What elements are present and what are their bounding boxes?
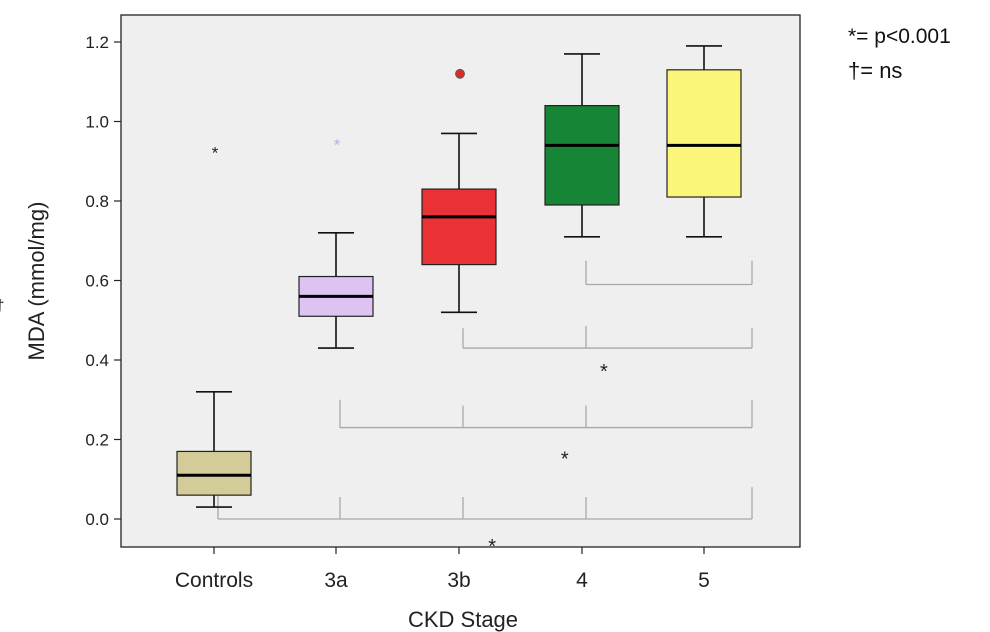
box-3b [421, 68, 497, 314]
x-axis-title: CKD Stage [408, 607, 518, 632]
significance-symbol: † [0, 297, 4, 314]
comparison-brackets: † * * * [0, 260, 753, 558]
y-tick-label: 1.2 [85, 33, 109, 52]
y-axis: 0.0 0.2 0.4 0.6 0.8 1.0 1.2 [85, 33, 121, 529]
significance-symbol: * [488, 536, 496, 558]
x-tick-label: 3b [447, 569, 470, 592]
y-tick-label: 0.4 [85, 351, 109, 370]
x-tick-label: 5 [698, 569, 710, 592]
comparison-bracket: * [462, 326, 753, 383]
y-tick-label: 1.0 [85, 113, 109, 132]
box-iqr [544, 104, 620, 206]
legend-not-significant: †= ns [848, 58, 903, 83]
box-iqr [421, 188, 497, 266]
x-tick-label: Controls [175, 569, 253, 592]
box-iqr [666, 69, 742, 198]
box-4 [544, 53, 620, 238]
legend-significant: *= p<0.001 [848, 25, 951, 48]
significance-legend: *= p<0.001 †= ns [848, 20, 951, 88]
y-tick-label: 0.6 [85, 272, 109, 291]
x-tick-label: 4 [576, 569, 588, 592]
box-5 [666, 45, 742, 238]
outlier-point: * [334, 135, 341, 154]
box-iqr [176, 450, 252, 496]
y-tick-label: 0.8 [85, 192, 109, 211]
x-axis: Controls 3a 3b 4 5 [175, 547, 710, 592]
comparison-bracket: * [217, 487, 753, 558]
comparison-bracket: * [339, 399, 753, 470]
outlier-point [455, 68, 465, 79]
box-3a: * [298, 135, 374, 349]
significance-symbol: * [561, 448, 569, 470]
x-tick-label: 3a [324, 569, 348, 592]
comparison-bracket: † [0, 260, 753, 314]
outlier-point: * [212, 143, 219, 162]
y-axis-title: MDA (mmol/mg) [24, 202, 49, 361]
significance-symbol: * [600, 361, 608, 383]
y-tick-label: 0.2 [85, 431, 109, 450]
y-tick-label: 0.0 [85, 510, 109, 529]
boxes: * * [176, 45, 742, 508]
box-controls: * [176, 143, 252, 508]
